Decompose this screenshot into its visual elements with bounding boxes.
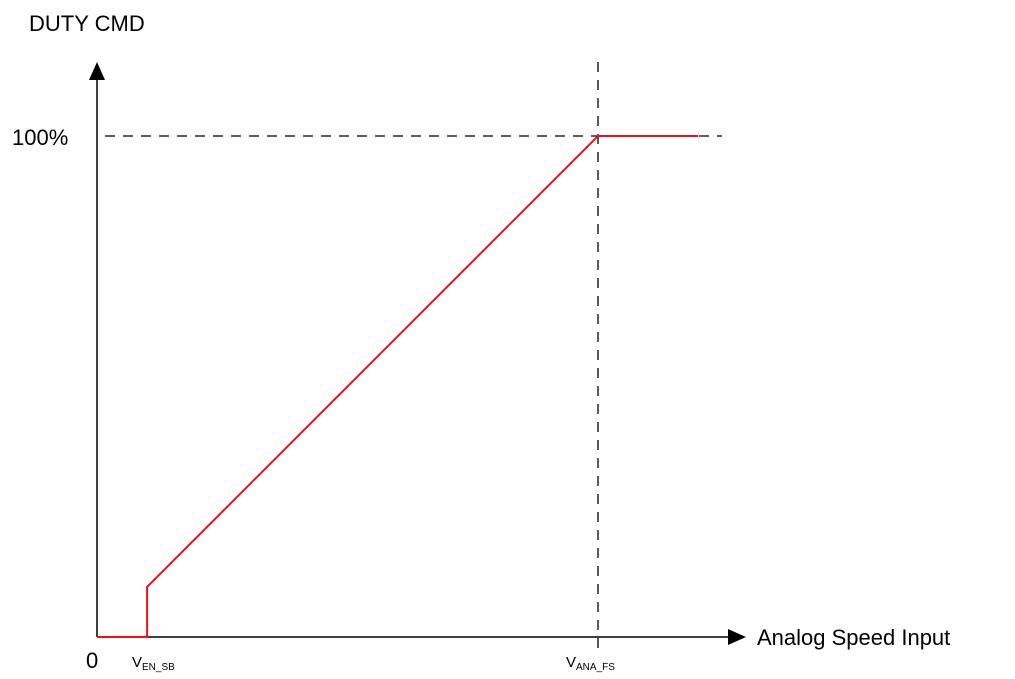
y-axis-label: DUTY CMD xyxy=(29,11,145,36)
x-marker-enable-label: VEN_SB xyxy=(132,654,175,673)
x-marker-enable-base: V xyxy=(132,654,142,671)
x-marker-fullscale-sub: ANA_FS xyxy=(576,662,615,673)
x-axis-arrow-icon xyxy=(728,629,746,645)
x-marker-enable-sub: EN_SB xyxy=(142,662,175,673)
origin-label: 0 xyxy=(86,648,98,673)
x-marker-fullscale-base: V xyxy=(566,654,576,671)
y-axis-arrow-icon xyxy=(89,62,105,80)
duty-curve-line xyxy=(97,135,699,638)
y-tick-label-100: 100% xyxy=(12,125,68,150)
x-marker-fullscale-label: VANA_FS xyxy=(566,654,615,673)
x-axis-label: Analog Speed Input xyxy=(757,625,950,650)
